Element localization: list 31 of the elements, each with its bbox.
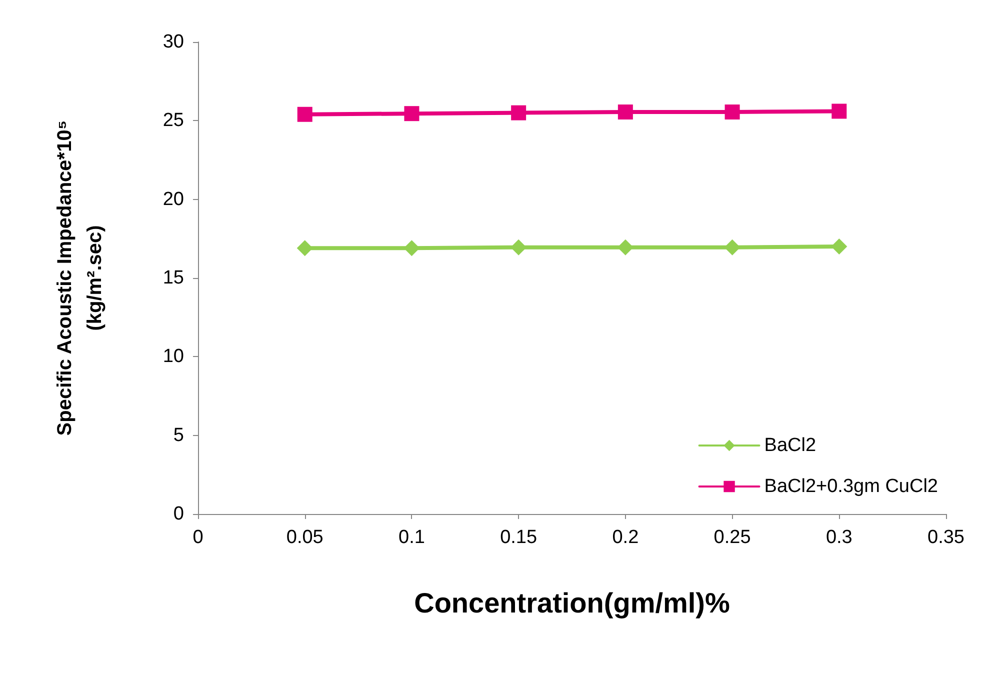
x-tick-label: 0.3 bbox=[826, 527, 852, 548]
point bbox=[724, 104, 740, 120]
x-axis-title: Concentration(gm/ml)% bbox=[414, 588, 730, 618]
y-tick-label: 5 bbox=[173, 424, 184, 446]
point bbox=[617, 239, 634, 256]
point bbox=[511, 105, 526, 120]
point bbox=[297, 106, 312, 122]
x-tick-label: 0.1 bbox=[398, 527, 425, 548]
point bbox=[618, 104, 633, 120]
x-tick-label: 0.25 bbox=[714, 527, 751, 548]
point bbox=[404, 106, 420, 122]
y-tick-label: 20 bbox=[162, 188, 184, 210]
y-axis-title: Specific Acoustic Impedance*10⁵ (kg/m².sec) bbox=[54, 120, 106, 436]
point bbox=[510, 239, 527, 256]
y-tick-label: 10 bbox=[162, 346, 184, 368]
point bbox=[831, 238, 848, 255]
legend-label: BaCl2+0.3gm CuCl2 bbox=[764, 476, 938, 497]
point bbox=[296, 240, 313, 256]
y-tick-label: 15 bbox=[162, 268, 184, 288]
y-tick-label: 25 bbox=[162, 110, 184, 132]
x-tick-label: 0.2 bbox=[612, 527, 639, 548]
legend-label: BaCl2 bbox=[764, 435, 816, 456]
point bbox=[832, 104, 847, 119]
point bbox=[724, 239, 740, 256]
x-tick-label: 0.15 bbox=[500, 527, 538, 548]
y-tick-label: 0 bbox=[173, 504, 184, 524]
x-tick-label: 0.35 bbox=[928, 527, 964, 548]
point bbox=[404, 240, 420, 256]
x-tick-label: 0.05 bbox=[286, 527, 324, 548]
x-tick-label: 0 bbox=[192, 527, 204, 548]
y-tick-label: 30 bbox=[162, 32, 184, 52]
